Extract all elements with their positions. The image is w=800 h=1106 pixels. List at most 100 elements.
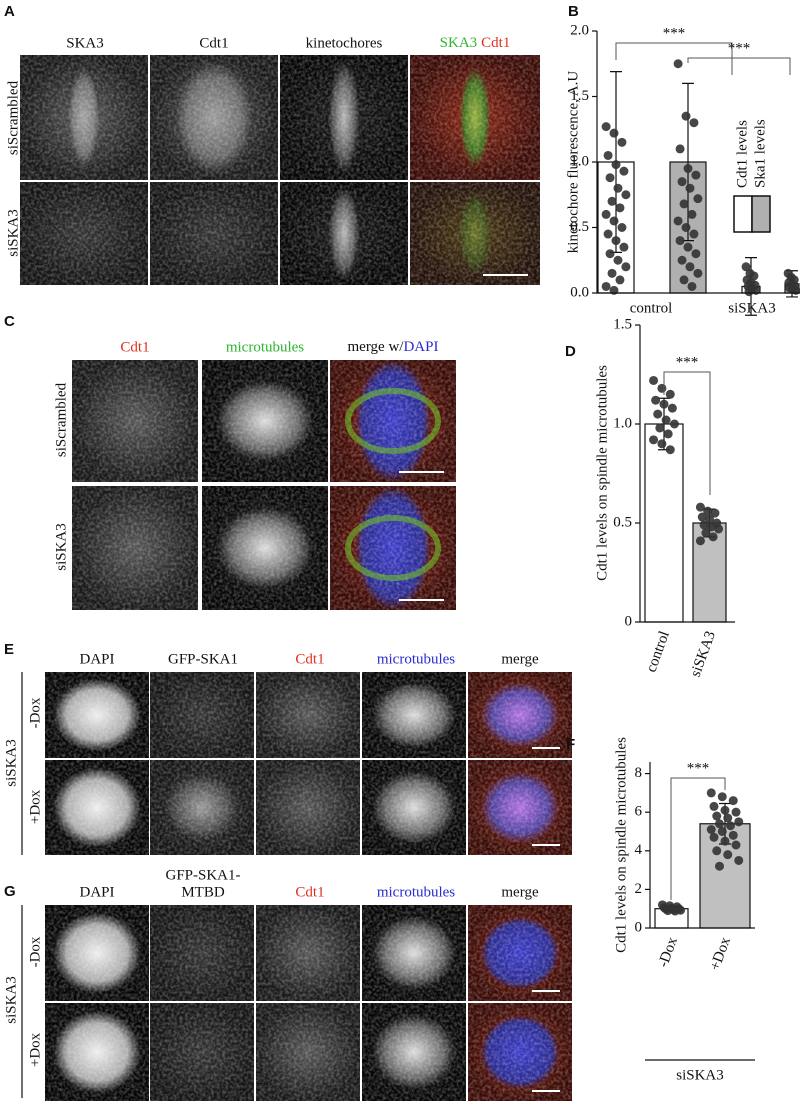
data-point: [605, 173, 615, 183]
bar: [644, 423, 684, 623]
group-label: siSKA3: [676, 1067, 724, 1083]
y-tick-label: 6: [635, 804, 643, 820]
data-point: [714, 524, 724, 534]
data-point: [609, 216, 619, 226]
micrograph-texture: [256, 905, 360, 1001]
x-tick-label: +Dox: [707, 935, 734, 973]
data-point: [691, 170, 701, 180]
panel-label: A: [4, 3, 15, 20]
data-point: [734, 855, 744, 865]
micrograph-texture: [20, 55, 148, 180]
legend-label: Cdt1 levels: [734, 120, 750, 188]
data-point: [706, 825, 716, 835]
micrograph-texture: [45, 905, 149, 1001]
data-point: [653, 409, 663, 419]
y-tick-label: 1.5: [570, 88, 589, 104]
data-point: [715, 861, 724, 871]
x-tick-label: -Dox: [655, 935, 681, 970]
micrograph-texture: [280, 55, 408, 180]
micrograph-texture: [468, 672, 572, 758]
panel-label: G: [4, 883, 16, 900]
significance-label: ***: [663, 25, 686, 41]
column-header: GFP-SKA1-: [165, 867, 240, 883]
micrograph-texture: [256, 672, 360, 758]
axes: [649, 762, 755, 929]
data-point: [673, 59, 683, 69]
data-point: [677, 177, 687, 187]
data-point: [675, 236, 685, 246]
y-tick-label: 0.0: [570, 284, 589, 300]
micrograph-texture: [150, 55, 278, 180]
micrograph-texture: [256, 760, 360, 855]
data-point: [683, 242, 693, 252]
data-point: [679, 275, 689, 285]
significance-bracket: [615, 42, 733, 75]
data-point: [615, 275, 625, 285]
row-label: +Dox: [27, 789, 43, 824]
data-point: [695, 536, 705, 546]
data-point: [683, 164, 693, 174]
data-point: [703, 506, 713, 516]
data-point: [665, 445, 675, 455]
merge-text: merge w/: [348, 339, 405, 355]
axes: [596, 31, 800, 294]
significance-label: ***: [676, 354, 699, 370]
data-point: [689, 118, 699, 128]
legend-swatch: [751, 195, 771, 233]
micrograph-texture: [468, 905, 572, 1001]
data-point: [621, 190, 631, 200]
y-tick-label: 1.0: [613, 415, 632, 431]
y-tick-label: 1.5: [613, 316, 632, 332]
column-header: merge w/DAPI: [348, 339, 439, 355]
micrograph-texture: [202, 486, 328, 610]
data-point: [621, 262, 631, 272]
data-point: [657, 439, 667, 449]
group-label: siSKA3: [3, 976, 19, 1024]
column-header: Cdt1: [120, 339, 149, 355]
significance-bracket: [670, 777, 726, 900]
y-axis-label: kinetochore fluorescence, A.U: [565, 71, 581, 254]
data-point: [723, 813, 733, 823]
micrograph-texture: [468, 1003, 572, 1101]
y-tick-label: 0: [635, 919, 643, 935]
column-header: microtubules: [226, 339, 304, 355]
micrograph-texture: [150, 905, 254, 1001]
data-point: [734, 817, 744, 827]
column-header: SKA3 Cdt1: [440, 35, 511, 51]
data-point: [731, 807, 741, 817]
column-header: Cdt1: [295, 651, 324, 667]
data-point: [744, 287, 754, 297]
micrograph-texture: [150, 760, 254, 855]
data-point: [667, 403, 677, 413]
data-point: [675, 144, 685, 154]
micrograph-texture: [280, 182, 408, 285]
data-point: [705, 514, 714, 524]
data-point: [611, 160, 621, 170]
data-point: [605, 249, 615, 259]
y-tick-label: 8: [635, 765, 643, 781]
data-point: [601, 209, 611, 219]
data-point: [615, 203, 625, 213]
column-header: Cdt1: [295, 884, 324, 900]
data-point: [697, 512, 707, 522]
group-label: siSKA3: [3, 739, 19, 787]
micrograph-texture: [410, 55, 540, 180]
data-point: [649, 375, 659, 385]
data-point: [670, 906, 680, 916]
significance-bracket: [687, 57, 791, 75]
data-point: [607, 268, 617, 278]
y-tick-label: 2.0: [570, 22, 589, 38]
data-point: [693, 268, 703, 278]
data-point: [709, 801, 719, 811]
data-point: [669, 419, 679, 429]
cell-signal: [345, 515, 441, 581]
data-point: [731, 840, 741, 850]
data-point: [728, 830, 738, 840]
micrograph-texture: [150, 182, 278, 285]
data-point: [728, 796, 738, 806]
panel-label: C: [4, 313, 15, 330]
micrograph-texture: [150, 1003, 254, 1101]
micrograph-texture: [362, 1003, 466, 1101]
row-label: siSKA3: [5, 209, 21, 257]
